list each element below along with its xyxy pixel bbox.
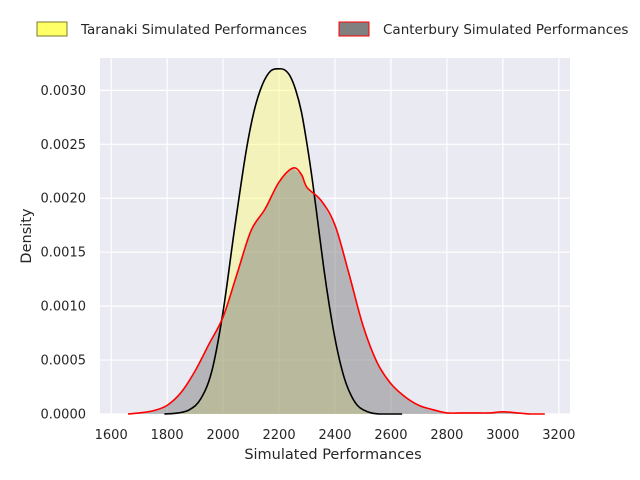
legend-label-taranaki: Taranaki Simulated Performances: [80, 22, 307, 38]
y-tick-label: 0.0000: [41, 408, 87, 423]
y-tick-label: 0.0020: [41, 192, 87, 207]
x-tick-label: 2800: [430, 428, 463, 443]
x-axis-ticks: 1600 1800 2000 2200 2400 2600 2800 3000 3200: [95, 428, 576, 443]
x-tick-label: 1600: [95, 428, 128, 443]
x-tick-label: 2600: [374, 428, 407, 443]
density-line-taranaki: [164, 67, 403, 415]
legend-label-canterbury: Canterbury Simulated Performances: [383, 22, 628, 38]
legend: Taranaki Simulated Performances Canterbu…: [36, 21, 628, 38]
x-tick-label: 2200: [263, 428, 296, 443]
y-tick-label: 0.0010: [41, 300, 87, 315]
x-tick-label: 3000: [486, 428, 519, 443]
x-tick-label: 2000: [207, 428, 240, 443]
y-axis-label: Density: [19, 208, 35, 264]
y-tick-label: 0.0015: [41, 246, 87, 261]
y-tick-label: 0.0025: [41, 138, 87, 153]
y-tick-label: 0.0030: [41, 84, 87, 99]
y-axis-ticks: 0.0000 0.0005 0.0010 0.0015 0.0020 0.0025 0.00…: [41, 84, 87, 423]
x-axis-label: Simulated Performances: [244, 447, 421, 463]
series-layer: [127, 67, 545, 415]
x-tick-label: 3200: [542, 428, 575, 443]
density-line-canterbury: [127, 167, 545, 415]
density-area-canterbury: [127, 168, 545, 414]
y-tick-label: 0.0005: [41, 354, 87, 369]
x-tick-label: 2400: [318, 428, 351, 443]
legend-swatch-canterbury: [338, 21, 370, 37]
legend-swatch-taranaki: [36, 21, 68, 37]
x-tick-label: 1800: [151, 428, 184, 443]
